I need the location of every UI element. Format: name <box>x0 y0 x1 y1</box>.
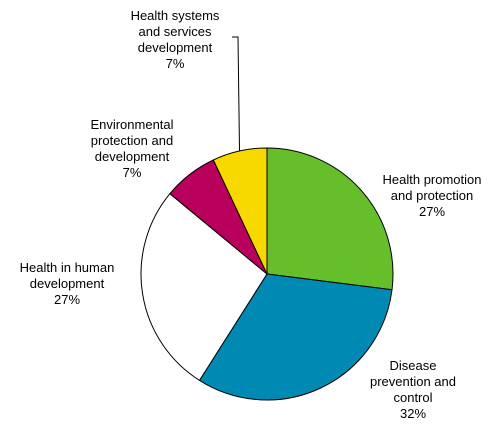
slice-label-line: development <box>138 40 213 55</box>
slice-label-line: development <box>95 149 170 164</box>
slice-value-label: 32% <box>400 406 426 421</box>
slice-label-line: Disease <box>390 358 437 373</box>
slice-label-line: control <box>393 390 432 405</box>
slice-label-line: and services <box>139 24 212 39</box>
pie-slices <box>140 147 394 401</box>
slice-label-line: Environmental <box>90 117 173 132</box>
slice-label-line: development <box>30 276 105 291</box>
slice-value-label: 27% <box>419 204 445 219</box>
slice-label: Health in human development 27% <box>20 260 115 307</box>
slice-label-line: Health promotion <box>383 172 482 187</box>
slice-label: Health systems and services development 7% <box>131 8 220 71</box>
pie-slice <box>198 273 393 401</box>
slice-label-line: prevention and <box>370 374 456 389</box>
slice-label-line: Health systems <box>131 8 220 23</box>
leader-lines <box>232 36 241 152</box>
slice-label: Environmental protection and development 7% <box>90 117 173 180</box>
pie-slice <box>266 147 394 291</box>
pie-slice <box>212 147 268 275</box>
slice-label-line: Health in human <box>20 260 115 275</box>
leader-line <box>232 36 241 152</box>
slice-value-label: 27% <box>54 292 80 307</box>
slice-label: Health promotion and protection 27% <box>383 172 482 219</box>
slice-value-label: 7% <box>166 56 185 71</box>
slice-label-line: protection and <box>91 133 173 148</box>
slice-value-label: 7% <box>123 165 142 180</box>
slice-labels: Health promotion and protection 27%Disease… <box>20 8 482 421</box>
slice-label-line: and protection <box>391 188 473 203</box>
slice-label: Disease prevention and control 32% <box>370 358 456 421</box>
pie-slice <box>140 193 268 381</box>
